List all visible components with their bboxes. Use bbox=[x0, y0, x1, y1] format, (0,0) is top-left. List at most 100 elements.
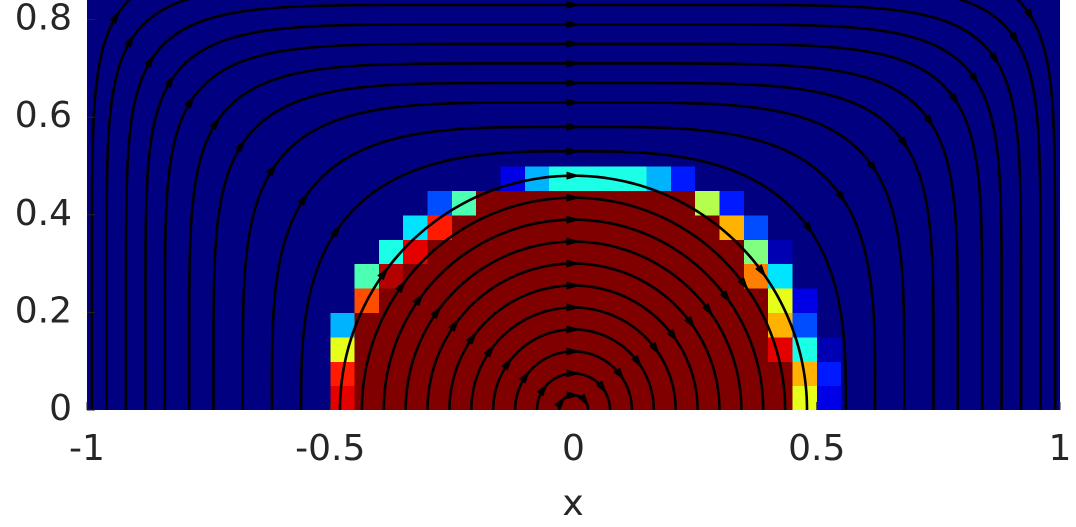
heatmap-cell bbox=[403, 117, 429, 143]
heatmap-cell bbox=[378, 68, 404, 94]
heatmap-cell bbox=[962, 43, 988, 69]
heatmap-cell bbox=[792, 0, 818, 21]
heatmap-cell bbox=[500, 0, 526, 21]
heatmap-cell bbox=[159, 0, 185, 21]
heatmap-cell bbox=[768, 117, 794, 143]
heatmap-cell bbox=[719, 0, 745, 21]
stream-arrow bbox=[631, 354, 643, 369]
heatmap-cell bbox=[646, 92, 672, 118]
heatmap-cell bbox=[622, 92, 648, 118]
heatmap-cell bbox=[573, 68, 599, 94]
heatmap-cell bbox=[914, 361, 939, 387]
stream-arrow bbox=[566, 78, 581, 87]
heatmap-cell bbox=[500, 43, 526, 69]
heatmap-cell bbox=[962, 263, 988, 289]
heatmap-cell bbox=[354, 239, 380, 265]
heatmap-cell bbox=[841, 165, 866, 191]
heatmap-cell bbox=[257, 312, 283, 338]
heatmap-cell bbox=[792, 239, 818, 265]
heatmap-cell bbox=[1011, 239, 1037, 265]
x-tick-label: 0 bbox=[562, 428, 585, 469]
heatmap-cell bbox=[646, 0, 672, 21]
heatmap-cell bbox=[743, 361, 769, 387]
heatmap-cell bbox=[938, 312, 964, 338]
heatmap-cell bbox=[281, 19, 307, 45]
heatmap-cell bbox=[403, 141, 429, 167]
heatmap-cell bbox=[305, 68, 331, 94]
heatmap-cell bbox=[987, 19, 1012, 45]
heatmap-cell bbox=[159, 190, 185, 216]
stream-arrow bbox=[554, 395, 566, 410]
stream-arrow bbox=[209, 116, 221, 131]
heatmap-cell bbox=[330, 385, 356, 410]
streamlines bbox=[90, 0, 1057, 410]
heatmap-cell bbox=[111, 312, 137, 338]
heatmap-cell bbox=[622, 361, 648, 387]
heatmap-cell bbox=[1011, 190, 1037, 216]
heatmap-cell bbox=[135, 361, 161, 387]
heatmap-cell bbox=[135, 287, 161, 313]
heatmap-cell bbox=[476, 68, 502, 94]
heatmap-cell bbox=[646, 43, 672, 69]
heatmap-cell bbox=[743, 214, 769, 240]
heatmap-cell bbox=[232, 361, 258, 387]
heatmap-cell bbox=[451, 92, 477, 118]
stream-arrow bbox=[566, 237, 581, 246]
heatmap-cell bbox=[865, 239, 891, 265]
heatmap-cell bbox=[500, 92, 526, 118]
stream-arrow bbox=[566, 147, 581, 156]
heatmap-cell bbox=[305, 312, 331, 338]
heatmap-cell bbox=[987, 312, 1012, 338]
heatmap-cell bbox=[962, 239, 988, 265]
heatmap-cell bbox=[914, 141, 939, 167]
heatmap-cell bbox=[500, 117, 526, 143]
heatmap-cell bbox=[743, 141, 769, 167]
heatmap-cell bbox=[646, 165, 672, 191]
heatmap-cell bbox=[330, 239, 356, 265]
heatmap-cell bbox=[159, 43, 185, 69]
heatmap-cell bbox=[378, 141, 404, 167]
heatmap-cell bbox=[743, 239, 769, 265]
heatmap-cell bbox=[476, 312, 502, 338]
heatmap-cell bbox=[305, 19, 331, 45]
heatmap-cell bbox=[378, 92, 404, 118]
heatmap-cell bbox=[719, 68, 745, 94]
heatmap-cell bbox=[768, 239, 794, 265]
heatmap-cell bbox=[962, 336, 988, 362]
heatmap-cell bbox=[281, 165, 307, 191]
heatmap-cell bbox=[135, 263, 161, 289]
heatmap-cell bbox=[865, 336, 891, 362]
heatmap-cell bbox=[646, 68, 672, 94]
stream-arrow bbox=[755, 264, 767, 279]
heatmap-cell bbox=[573, 336, 599, 362]
heatmap-cell bbox=[670, 165, 696, 191]
stream-arrow bbox=[648, 341, 661, 356]
stream-arrow bbox=[613, 367, 625, 382]
heatmap-cell bbox=[330, 92, 356, 118]
heatmap-cell bbox=[1035, 92, 1060, 118]
heatmap-cell bbox=[1035, 0, 1060, 21]
stream-arrow bbox=[701, 302, 714, 317]
heatmap-cell bbox=[743, 0, 769, 21]
heatmap-cell bbox=[597, 0, 623, 21]
heatmap-cell bbox=[1011, 336, 1037, 362]
heatmap-cell bbox=[597, 68, 623, 94]
heatmap-cell bbox=[257, 0, 283, 21]
heatmap-cell bbox=[281, 92, 307, 118]
heatmap-cell bbox=[476, 165, 502, 191]
heatmap-cell bbox=[914, 263, 939, 289]
stream-arrow bbox=[566, 215, 581, 224]
heatmap-cell bbox=[378, 190, 404, 216]
x-tick-label: -1 bbox=[69, 428, 105, 469]
heatmap-cell bbox=[208, 141, 234, 167]
heatmap-cell bbox=[962, 312, 988, 338]
heatmap-cell bbox=[719, 214, 745, 240]
heatmap-cell bbox=[305, 165, 331, 191]
heatmap-cell bbox=[524, 68, 550, 94]
stream-arrow bbox=[566, 281, 581, 290]
heatmap-cell bbox=[865, 92, 891, 118]
heatmap-cell bbox=[232, 336, 258, 362]
heatmap-cell bbox=[792, 263, 818, 289]
heatmap-cell bbox=[257, 92, 283, 118]
heatmap-cell bbox=[111, 336, 137, 362]
